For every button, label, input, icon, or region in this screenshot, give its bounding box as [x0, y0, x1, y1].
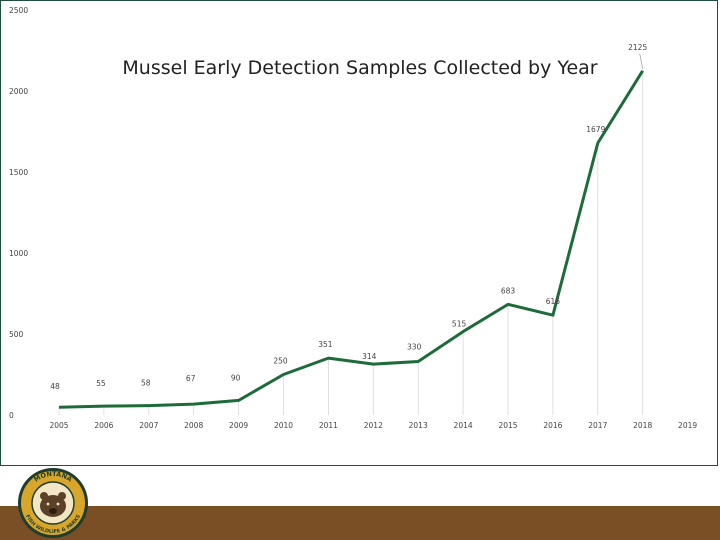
- x-tick-label: 2011: [319, 421, 338, 430]
- data-label: 58: [141, 379, 151, 388]
- footer-band: [0, 506, 720, 540]
- data-label: 1679: [586, 125, 605, 134]
- line-chart: 0 500 1000 1500 2000 2500 48 55 58 67 90 250 351 314 3…: [9, 6, 697, 430]
- y-tick-label: 0: [9, 411, 14, 420]
- x-tick-label: 2016: [543, 421, 562, 430]
- x-tick-label: 2009: [229, 421, 248, 430]
- x-tick-label: 2018: [633, 421, 652, 430]
- x-tick-label: 2012: [364, 421, 383, 430]
- label-leader-line: [639, 53, 644, 69]
- x-tick-label: 2007: [139, 421, 158, 430]
- data-label: 351: [318, 340, 333, 349]
- x-tick-label: 2019: [678, 421, 697, 430]
- y-tick-label: 500: [9, 330, 24, 339]
- data-label: 314: [362, 352, 377, 361]
- y-tick-label: 1000: [9, 249, 28, 258]
- x-tick-label: 2005: [49, 421, 68, 430]
- x-tick-label: 2015: [498, 421, 517, 430]
- x-tick-label: 2013: [409, 421, 428, 430]
- chart-title: Mussel Early Detection Samples Collected…: [122, 57, 598, 79]
- y-tick-label: 2000: [9, 87, 28, 96]
- data-label: 90: [231, 373, 241, 382]
- data-label: 2125: [628, 43, 647, 52]
- x-tick-label: 2017: [588, 421, 607, 430]
- y-tick-label: 2500: [9, 6, 28, 15]
- x-tick-label: 2014: [454, 421, 473, 430]
- data-label: 67: [186, 374, 196, 383]
- x-tick-label: 2008: [184, 421, 203, 430]
- montana-fwp-logo: MONTANA FISH WILDLIFE & PARKS: [18, 468, 88, 538]
- data-label: 250: [273, 357, 288, 366]
- bear-icon: [40, 495, 66, 517]
- data-label: 55: [96, 379, 106, 388]
- slide-frame: [0, 0, 718, 466]
- x-tick-label: 2010: [274, 421, 293, 430]
- y-tick-label: 1500: [9, 168, 28, 177]
- data-label: 48: [50, 382, 60, 391]
- x-tick-label: 2006: [94, 421, 113, 430]
- data-label: 515: [452, 320, 467, 329]
- data-label: 683: [501, 286, 516, 295]
- data-label: 330: [407, 343, 422, 352]
- series-line: [58, 69, 644, 409]
- data-label: 616: [546, 297, 561, 306]
